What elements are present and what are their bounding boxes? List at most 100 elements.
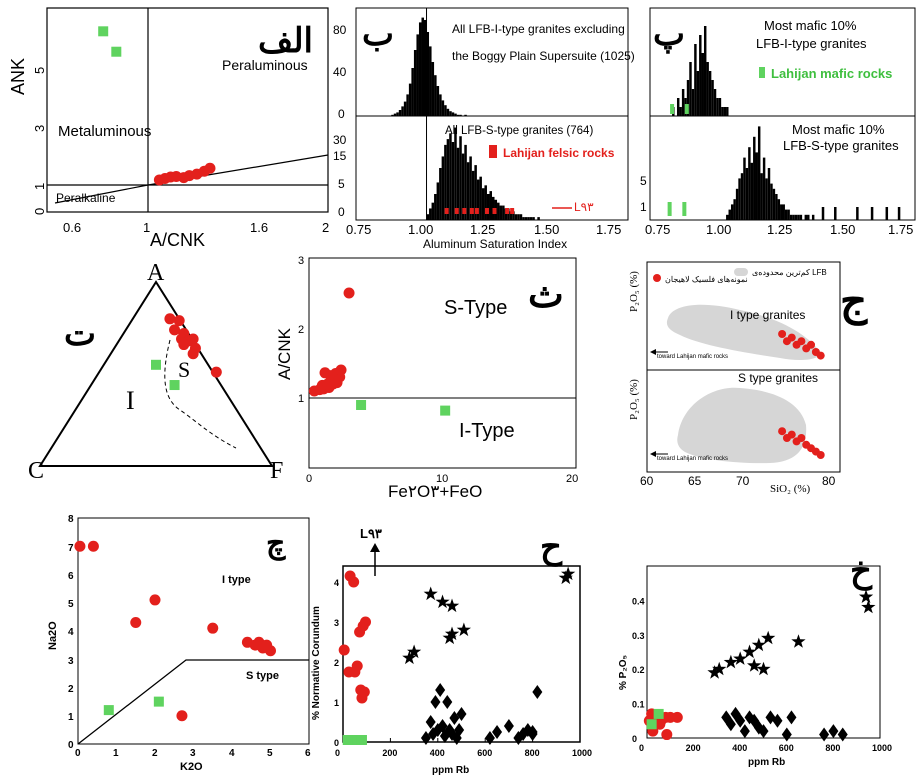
histogram-bar [713,89,717,116]
red-data-point [811,447,820,456]
divider-line [77,659,309,745]
red-data-point [324,370,336,382]
black-data-point [503,719,514,733]
red-data-point [265,645,276,657]
histogram-bar [733,199,736,220]
y-tick-label: 0.2 [632,665,645,675]
red-data-point [178,339,190,351]
histogram-bar [718,98,722,116]
x-tick-label: 400 [430,748,445,758]
black-data-point [837,727,848,742]
histogram-bar [772,188,776,220]
black-data-point [758,724,769,739]
divider-sloped-2 [147,154,329,186]
red-data-point [159,172,171,184]
red-data-point [356,692,368,704]
histogram-bar [529,217,533,220]
black-data-point [735,713,746,728]
red-data-point [462,208,467,214]
black-data-point [435,594,450,609]
x-tick-label: 1.00 [408,222,433,237]
histogram-bar [429,46,432,116]
histogram-bar [486,194,490,220]
black-data-point [442,695,453,709]
y-tick-label: 5 [68,599,74,610]
black-data-point [747,658,762,672]
black-data-point [484,731,495,745]
histogram-bar [794,214,798,220]
histogram-bar [476,179,480,220]
y-tick-label: 3 [334,618,339,628]
red-data-point [191,168,203,180]
histogram-bar [464,114,467,116]
red-data-point [647,725,659,737]
histogram-bar [672,107,675,116]
histogram-bar [721,107,724,116]
histogram-bar [735,188,739,220]
black-data-point [447,727,458,741]
red-data-point [176,710,188,722]
green-data-point [682,202,687,216]
red-data-point [505,208,510,214]
black-data-point [753,720,764,735]
histogram-bar [509,211,513,220]
red-data-point [330,368,342,379]
red-data-point [454,208,459,214]
histogram-bar [396,112,399,116]
region-label-peralkaline: Peralkaline [56,191,116,205]
x-tick-label: 800 [825,743,840,753]
black-data-point [444,626,460,641]
x-axis-label: Aluminum Saturation Index [423,237,567,251]
y-axis-label: A/CNK [275,327,294,380]
red-data-point [189,342,201,354]
y-tick-label: 0 [338,205,345,219]
y-axis-label: P₂O₅ (%) [628,379,640,420]
histogram-bar [711,80,714,116]
histogram-bar [481,188,485,220]
chart-che-frame [77,517,310,745]
y-tick-label: 0 [632,734,637,744]
black-data-point [858,589,874,603]
histogram-bar [765,178,768,220]
black-data-point [449,711,460,725]
panel-letter-be: ب [362,14,394,54]
i-type-field [666,304,821,360]
y-tick-label: 5 [32,67,47,74]
y-tick-label: 1 [640,200,647,214]
chart-alef-plot: الف Peraluminous Metaluminous Peralkalin… [8,7,329,250]
red-data-point [654,718,666,730]
red-data-point [334,371,346,383]
histogram-bar [755,152,758,220]
histogram-bar [730,204,734,220]
x-tick-label: 1 [143,220,150,235]
panel-letter-che: چ [266,526,286,561]
y-tick-label: 0.4 [632,596,645,606]
histogram-bar [391,114,394,116]
chart-be-bottom-frame [355,115,629,221]
y-axis-label: % P₂O₅ [618,654,629,690]
histogram-bar [748,147,751,220]
red-data-point [782,434,791,442]
divider-sloped [54,184,149,204]
x-tick-label: 600 [477,748,492,758]
red-data-point [343,666,355,678]
vertex-label-f: F [270,458,283,484]
black-data-point [420,731,431,745]
histogram-bar [434,75,437,116]
black-data-point [781,727,792,742]
histogram-bar [726,107,729,116]
black-data-point [435,683,446,697]
y-tick-label: 0.3 [632,631,645,641]
histogram-bar [679,107,682,116]
black-data-point [442,630,457,645]
chart-the-plot: ث S-Type I-Type Fe۲O۳+FeO A/CNK 0 10 20 … [275,255,578,501]
histogram-bar [767,168,771,220]
black-data-point [561,566,576,581]
y-tick-label: 2 [334,658,339,668]
histogram-bar [416,34,419,116]
black-data-point [707,665,722,679]
black-data-point [454,723,465,737]
y-tick-label: 40 [333,65,347,79]
